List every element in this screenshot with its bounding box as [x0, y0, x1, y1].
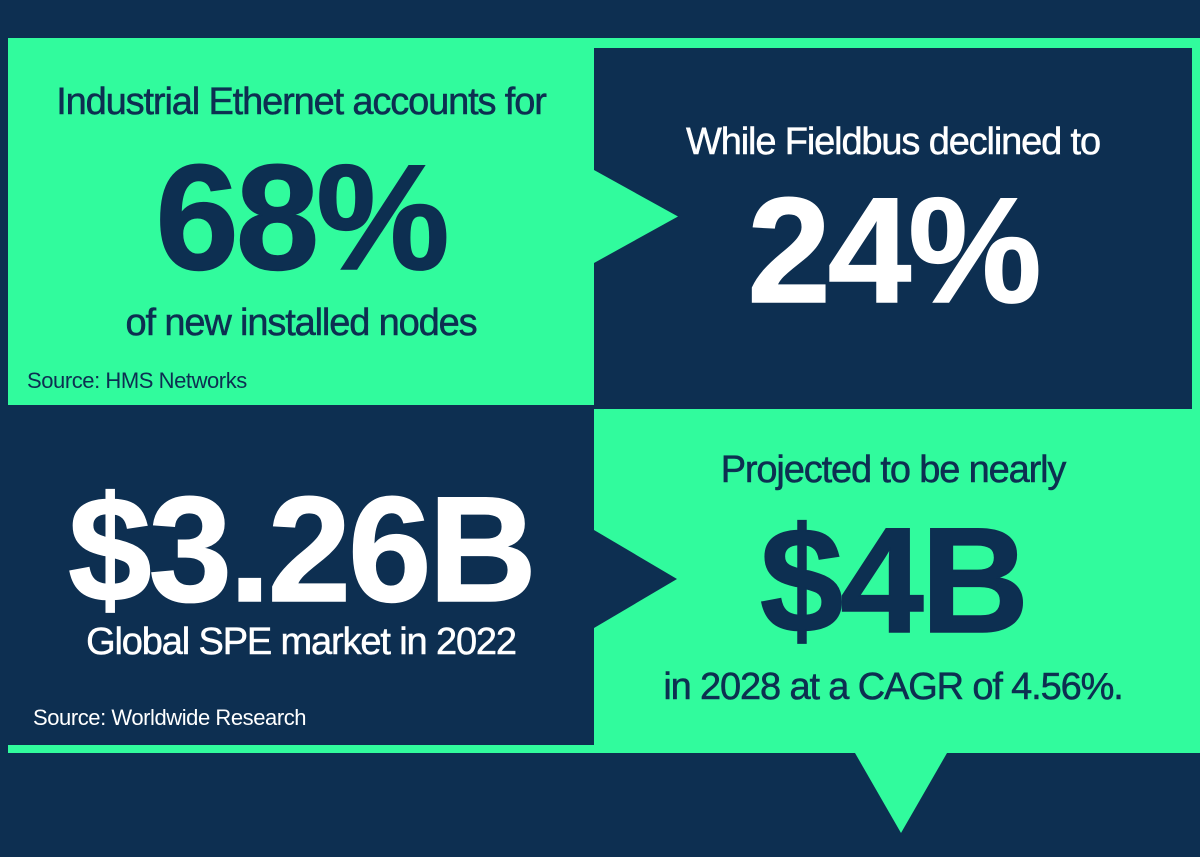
fieldbus-stat-value: 24%	[747, 166, 1043, 334]
spe-market-subline: Global SPE market in 2022	[86, 621, 517, 663]
ethernet-heading: Industrial Ethernet accounts for	[56, 81, 547, 123]
ethernet-subline: of new installed nodes	[125, 302, 478, 344]
panel-spe-market-2022	[8, 405, 594, 745]
spe-market-source: Source: Worldwide Research	[33, 705, 307, 730]
arrow-down-green-icon	[855, 753, 947, 833]
ethernet-source: Source: HMS Networks	[27, 368, 247, 393]
spe-market-stat-value: $3.26B	[67, 465, 537, 633]
projection-stat-value: $4B	[759, 496, 1030, 664]
projection-heading: Projected to be nearly	[720, 449, 1066, 491]
fieldbus-heading: While Fieldbus declined to	[686, 121, 1102, 163]
panel-fieldbus	[594, 48, 1192, 409]
ethernet-stat-value: 68%	[155, 133, 451, 301]
projection-subline: in 2028 at a CAGR of 4.56%.	[663, 666, 1124, 708]
